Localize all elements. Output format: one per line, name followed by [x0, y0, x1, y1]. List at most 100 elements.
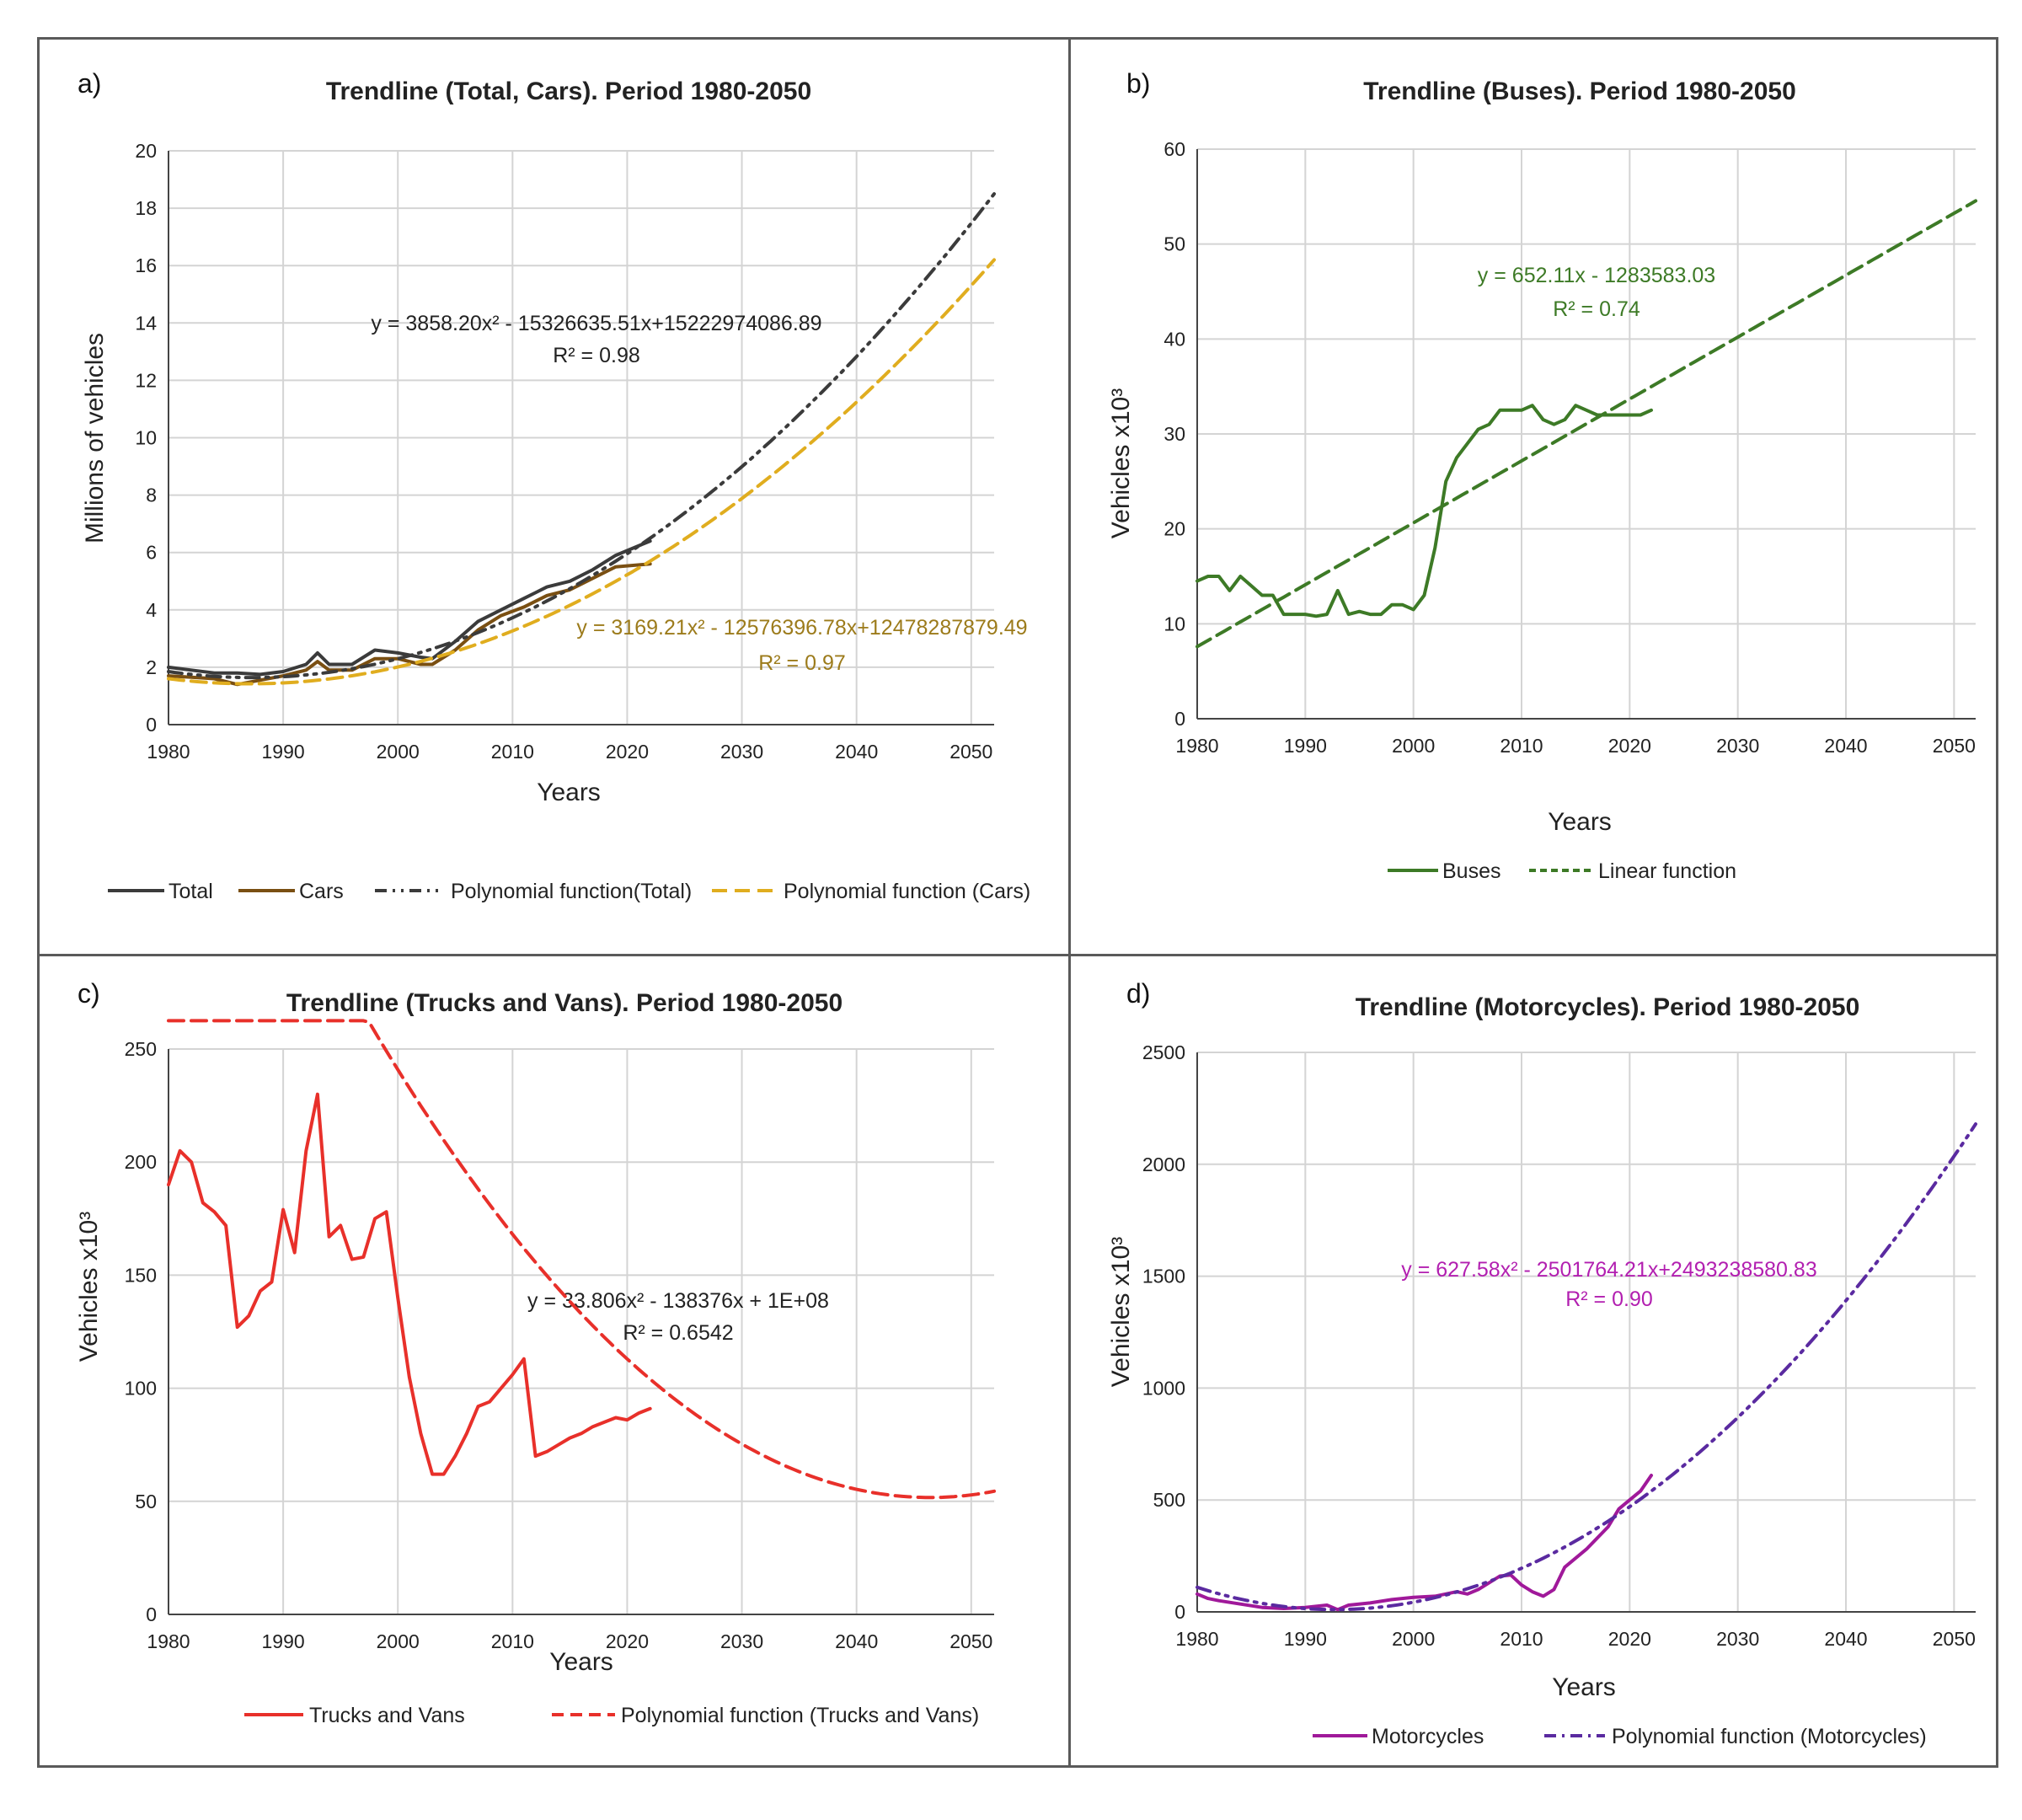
chart-panel-a: a) Trendline (Total, Cars). Period 1980-… — [78, 68, 1030, 903]
x-tick-label: 2000 — [377, 741, 420, 763]
panel-letter: b) — [1126, 68, 1150, 99]
x-tick-label: 2050 — [949, 1630, 992, 1652]
series-line-total — [167, 539, 652, 677]
legend: Trucks and Vans Polynomial function (Tru… — [244, 1704, 979, 1727]
series-line-trucks-and-vans — [167, 1092, 652, 1476]
equation-buses: y = 652.11x - 1283583.03 — [1478, 264, 1715, 287]
y-tick-label: 100 — [125, 1378, 157, 1400]
series-line-polynomial-function-total — [167, 192, 996, 680]
panel-letter: d) — [1126, 978, 1150, 1009]
y-axis-label: Vehicles x10³ — [1107, 1237, 1135, 1387]
x-tick-label: 2000 — [377, 1630, 420, 1652]
x-tick-label: 2030 — [1716, 735, 1759, 757]
x-tick-label: 2010 — [491, 1630, 534, 1652]
y-tick-label: 2000 — [1142, 1154, 1185, 1175]
series-line-polynomial-function-cars — [167, 258, 996, 686]
chart-panel-b: b) Trendline (Buses). Period 1980-2050 Y… — [1107, 68, 1977, 883]
legend-label-cars: Cars — [299, 880, 344, 903]
y-tick-label: 0 — [146, 714, 157, 736]
equation-motorcycles: y = 627.58x² - 2501764.21x+2493238580.83 — [1401, 1258, 1816, 1282]
r2-cars: R² = 0.97 — [758, 651, 846, 675]
x-tick-label: 1990 — [1284, 1628, 1327, 1650]
legend-label-linear: Linear function — [1598, 859, 1736, 883]
chart-panel-c: c) Trendline (Trucks and Vans). Period 1… — [75, 978, 996, 1727]
y-tick-label: 8 — [146, 484, 157, 506]
y-tick-label: 18 — [135, 197, 157, 219]
y-tick-label: 12 — [135, 369, 157, 391]
x-tick-label: 1990 — [262, 741, 305, 763]
y-tick-label: 40 — [1163, 328, 1185, 350]
legend-label-trucks: Trucks and Vans — [309, 1704, 465, 1727]
y-axis-label: Vehicles x10³ — [75, 1212, 103, 1362]
chart-title: Trendline (Total, Cars). Period 1980-205… — [326, 78, 811, 105]
x-tick-label: 2040 — [835, 1630, 878, 1652]
x-axis-label: Years — [1552, 1673, 1616, 1701]
series-line-linear-function — [1196, 199, 1977, 649]
y-tick-label: 16 — [135, 254, 157, 276]
plot-area — [1196, 148, 1976, 720]
r2-trucks: R² = 0.6542 — [623, 1321, 733, 1345]
y-tick-label: 0 — [1174, 708, 1185, 730]
x-tick-label: 2050 — [1933, 735, 1976, 757]
y-tick-label: 500 — [1153, 1489, 1185, 1511]
x-tick-label: 2010 — [491, 741, 534, 763]
x-tick-label: 1980 — [1175, 735, 1218, 757]
y-tick-label: 50 — [1163, 233, 1185, 255]
y-axis-label: Millions of vehicles — [81, 333, 109, 543]
y-tick-label: 20 — [135, 140, 157, 162]
r2-total: R² = 0.98 — [553, 344, 640, 367]
r2-buses: R² = 0.74 — [1553, 297, 1640, 321]
y-tick-label: 50 — [135, 1491, 157, 1512]
legend-label-poly-total: Polynomial function(Total) — [451, 880, 692, 903]
y-axis-label: Vehicles x10³ — [1107, 388, 1135, 538]
plot-area — [1196, 1052, 1976, 1613]
x-tick-label: 2050 — [949, 741, 992, 763]
figure-frame — [37, 37, 1998, 1768]
x-tick-label: 2010 — [1500, 1628, 1543, 1650]
x-tick-label: 2010 — [1500, 735, 1543, 757]
r2-motorcycles: R² = 0.90 — [1565, 1287, 1653, 1311]
x-tick-label: 2040 — [1824, 735, 1867, 757]
x-tick-label: 2020 — [606, 1630, 649, 1652]
x-tick-label: 2020 — [1608, 735, 1651, 757]
plot-area — [168, 1048, 994, 1615]
panel-letter: c) — [78, 978, 100, 1009]
legend-label-poly-trucks: Polynomial function (Trucks and Vans) — [621, 1704, 979, 1727]
equation-total: y = 3858.20x² - 15326635.51x+15222974086… — [371, 312, 821, 335]
x-tick-label: 2030 — [720, 1630, 763, 1652]
x-tick-label: 2030 — [720, 741, 763, 763]
x-axis-label: Years — [1548, 808, 1612, 836]
y-tick-label: 6 — [146, 542, 157, 564]
x-tick-label: 1980 — [147, 741, 190, 763]
x-tick-label: 2000 — [1392, 735, 1435, 757]
equation-trucks: y = 33.806x² - 138376x + 1E+08 — [527, 1289, 829, 1313]
panel-divider-vertical — [1068, 37, 1071, 1768]
legend-label-poly-cars: Polynomial function (Cars) — [784, 880, 1030, 903]
y-tick-label: 150 — [125, 1264, 157, 1286]
x-tick-label: 2050 — [1933, 1628, 1976, 1650]
series-line-motorcycles — [1196, 1474, 1653, 1612]
chart-title: Trendline (Motorcycles). Period 1980-205… — [1356, 993, 1860, 1021]
x-tick-label: 1980 — [1175, 1628, 1218, 1650]
x-tick-label: 1980 — [147, 1630, 190, 1652]
y-tick-label: 4 — [146, 599, 157, 621]
y-tick-label: 60 — [1163, 138, 1185, 160]
x-tick-label: 1990 — [262, 1630, 305, 1652]
legend: Motorcycles Polynomial function (Motorcy… — [1313, 1725, 1927, 1748]
y-tick-label: 10 — [1163, 613, 1185, 634]
chart-title: Trendline (Buses). Period 1980-2050 — [1363, 78, 1796, 105]
x-tick-label: 2040 — [835, 741, 878, 763]
y-tick-label: 10 — [135, 427, 157, 449]
y-tick-label: 2500 — [1142, 1041, 1185, 1063]
legend-label-poly-motorcycles: Polynomial function (Motorcycles) — [1612, 1725, 1927, 1748]
y-tick-label: 2 — [146, 656, 157, 678]
legend: Total Cars Polynomial function(Total) Po… — [108, 880, 1030, 903]
y-tick-label: 0 — [146, 1603, 157, 1625]
y-tick-label: 14 — [135, 312, 157, 334]
y-tick-label: 1000 — [1142, 1377, 1185, 1399]
y-tick-label: 30 — [1163, 423, 1185, 445]
x-tick-label: 2040 — [1824, 1628, 1867, 1650]
x-tick-label: 2030 — [1716, 1628, 1759, 1650]
legend-label-total: Total — [168, 880, 213, 903]
x-tick-label: 2020 — [1608, 1628, 1651, 1650]
